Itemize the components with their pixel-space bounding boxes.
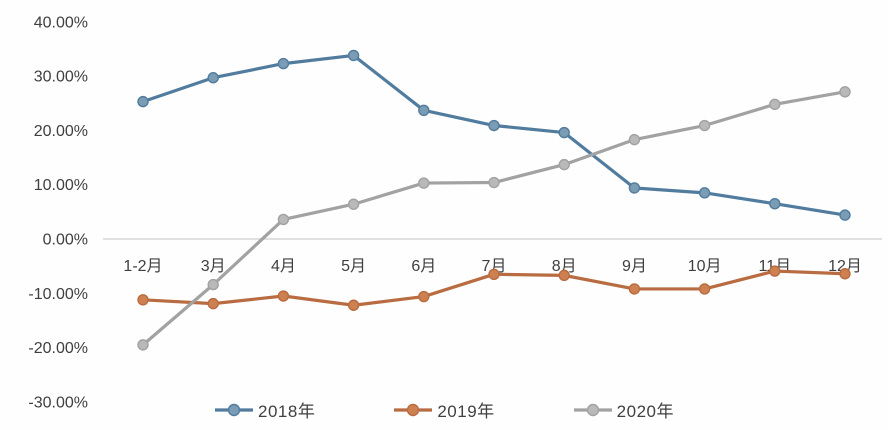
- series-marker-2020年: [839, 86, 851, 98]
- series-marker-2018年: [698, 187, 711, 199]
- series-marker-2018年: [277, 57, 290, 70]
- series-marker-2020年: [558, 158, 570, 171]
- series-marker-2018年: [558, 126, 570, 139]
- legend-marker-icon: [573, 403, 612, 416]
- series-marker-2019年: [207, 297, 219, 310]
- series-marker-2018年: [628, 182, 641, 194]
- series-marker-2018年: [418, 104, 430, 117]
- series-marker-2020年: [488, 176, 500, 189]
- x-axis-tick-label: 12月: [828, 258, 862, 275]
- legend-marker-icon: [215, 403, 253, 416]
- series-marker-2020年: [207, 278, 219, 291]
- series-marker-2018年: [488, 119, 500, 132]
- legend-label: 2019年: [437, 402, 495, 421]
- legend-item-2020年: 2020年: [573, 397, 674, 422]
- series-marker-2019年: [769, 265, 781, 277]
- series-marker-2018年: [769, 198, 781, 210]
- x-axis-tick-label: 3月: [201, 258, 226, 275]
- series-marker-2020年: [137, 339, 149, 351]
- x-axis-tick-label: 7月: [482, 258, 507, 275]
- y-axis-tick-label: 0.00%: [43, 232, 88, 249]
- series-marker-2019年: [418, 290, 430, 303]
- y-axis-tick-label: 20.00%: [34, 123, 88, 140]
- y-axis-tick-label: -10.00%: [28, 286, 88, 303]
- y-axis-tick-label: 30.00%: [34, 69, 88, 86]
- series-marker-2019年: [839, 268, 851, 280]
- x-axis-tick-label: 6月: [411, 258, 436, 275]
- series-marker-2019年: [277, 290, 290, 302]
- legend-marker-icon: [394, 403, 433, 416]
- series-marker-2019年: [347, 299, 360, 311]
- series-marker-2019年: [137, 294, 149, 306]
- x-axis-tick-label: 10月: [688, 258, 722, 275]
- series-marker-2018年: [137, 95, 149, 108]
- y-axis-tick-label: 40.00%: [34, 14, 88, 31]
- series-marker-2019年: [558, 269, 570, 282]
- series-marker-2020年: [628, 133, 641, 146]
- legend-label: 2018年: [258, 402, 316, 421]
- series-marker-2020年: [698, 119, 711, 132]
- series-marker-2018年: [839, 209, 851, 221]
- series-marker-2020年: [277, 213, 290, 226]
- series-marker-2020年: [769, 98, 781, 111]
- series-marker-2020年: [418, 177, 430, 189]
- x-axis-tick-label: 9月: [622, 258, 647, 275]
- y-axis-tick-label: -30.00%: [28, 394, 88, 411]
- series-marker-2020年: [347, 198, 360, 210]
- legend-item-2018年: 2018年: [214, 397, 315, 422]
- x-axis-tick-label: 8月: [552, 258, 577, 275]
- series-line-2018年: [141, 53, 847, 217]
- series-marker-2018年: [207, 72, 219, 84]
- x-axis-tick-label: 5月: [341, 258, 366, 275]
- x-axis-tick-label: 1-2月: [123, 258, 162, 275]
- legend-label: 2020年: [616, 402, 674, 421]
- series-marker-2019年: [488, 268, 500, 280]
- y-axis-tick-label: 10.00%: [34, 177, 88, 194]
- series-marker-2019年: [698, 283, 711, 295]
- series-marker-2018年: [347, 49, 360, 62]
- series-marker-2019年: [628, 283, 641, 295]
- chart-legend: 2018年 2019年 2020年: [0, 397, 888, 422]
- legend-item-2019年: 2019年: [393, 397, 494, 422]
- x-axis-tick-label: 4月: [271, 258, 296, 275]
- y-axis-tick-label: -20.00%: [28, 340, 88, 357]
